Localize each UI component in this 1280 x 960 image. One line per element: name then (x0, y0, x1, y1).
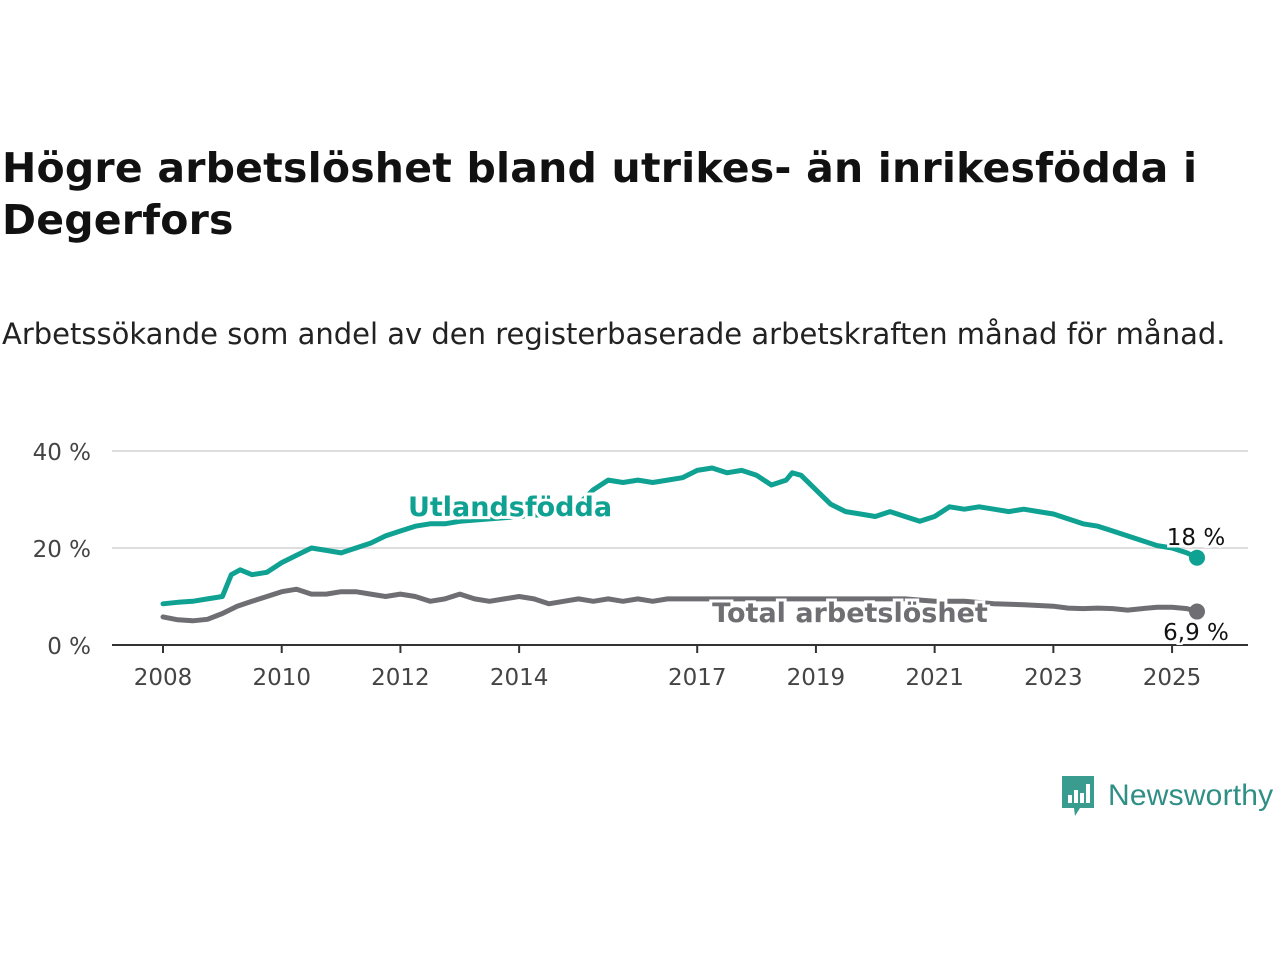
x-tick-label: 2010 (252, 665, 311, 691)
x-tick-label: 2014 (490, 665, 549, 691)
series-end-point (1189, 603, 1205, 620)
logo-text: Newsworthy (1108, 779, 1274, 812)
x-tick-label: 2025 (1143, 665, 1202, 691)
x-tick-label: 2017 (668, 665, 727, 691)
bar-chart-speech-bubble-icon (1062, 776, 1094, 816)
series-label: Total arbetslöshet (712, 598, 988, 629)
series-label: Utlandsfödda (408, 492, 612, 523)
y-tick-label: 20 % (33, 537, 91, 563)
newsworthy-logo[interactable]: Newsworthy (1060, 774, 1273, 818)
series-line-utlandsfodda (160, 465, 1200, 607)
y-tick-label: 0 % (47, 634, 91, 660)
x-tick-label: 2012 (371, 665, 430, 691)
line-chart: 0 % 20 % 40 % 2008 2010 2012 2014 2017 2019 2021 2… (33, 440, 1248, 691)
x-tick-label: 2019 (787, 665, 846, 691)
y-tick-label: 40 % (33, 440, 91, 466)
series-end-point (1189, 549, 1205, 566)
x-tick-label: 2021 (905, 665, 964, 691)
series-line-total (160, 586, 1200, 624)
chart-title: Högre arbetslöshet bland utrikes- än inr… (2, 144, 1198, 244)
series-end-value: 18 % (1167, 525, 1225, 551)
x-tick-label: 2008 (134, 665, 193, 691)
series-end-value: 6,9 % (1163, 620, 1229, 646)
chart-subtitle: Arbetssökande som andel av den registerb… (2, 317, 1226, 351)
x-tick-label: 2023 (1024, 665, 1083, 691)
